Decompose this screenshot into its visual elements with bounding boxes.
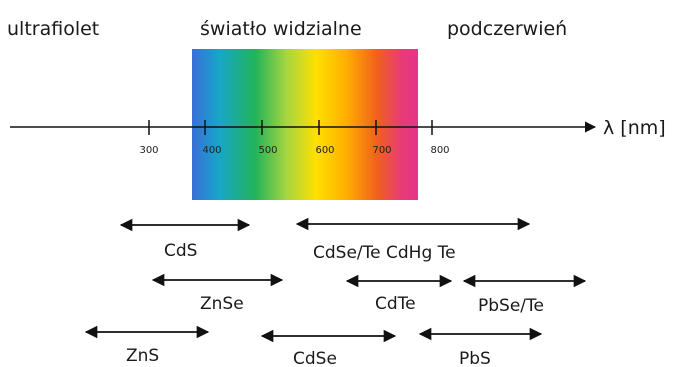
tick-label-300: 300 xyxy=(139,145,158,156)
visible-spectrum-band xyxy=(192,49,418,200)
tick-label-700: 700 xyxy=(372,145,391,156)
material-ranges: CdS CdSe/Te CdHg Te ZnSe CdTe PbSe/Te Zn… xyxy=(84,217,587,367)
range-label-cdte: CdTe xyxy=(375,294,416,314)
tick-label-400: 400 xyxy=(202,145,221,156)
tick-label-500: 500 xyxy=(258,145,277,156)
range-label-cds: CdS xyxy=(164,241,197,261)
region-label-visible-light: światło widzialne xyxy=(200,18,362,40)
tick-label-800: 800 xyxy=(430,145,449,156)
range-label-zns: ZnS xyxy=(126,346,159,366)
range-label-cdse-te-cdhgte: CdSe/Te CdHg Te xyxy=(313,243,456,263)
axis-tick-labels: 300 400 500 600 700 800 xyxy=(139,145,449,156)
range-label-cdse: CdSe xyxy=(293,349,337,367)
range-label-pbse-te: PbSe/Te xyxy=(478,296,544,316)
region-label-ultraviolet: ultrafiolet xyxy=(7,18,99,40)
wavelength-axis-label: λ [nm] xyxy=(603,117,666,139)
range-label-znse: ZnSe xyxy=(200,294,244,314)
region-label-infrared: podczerwień xyxy=(447,18,567,40)
axis-ticks xyxy=(148,120,433,135)
range-label-pbs: PbS xyxy=(459,349,491,367)
tick-label-600: 600 xyxy=(315,145,334,156)
